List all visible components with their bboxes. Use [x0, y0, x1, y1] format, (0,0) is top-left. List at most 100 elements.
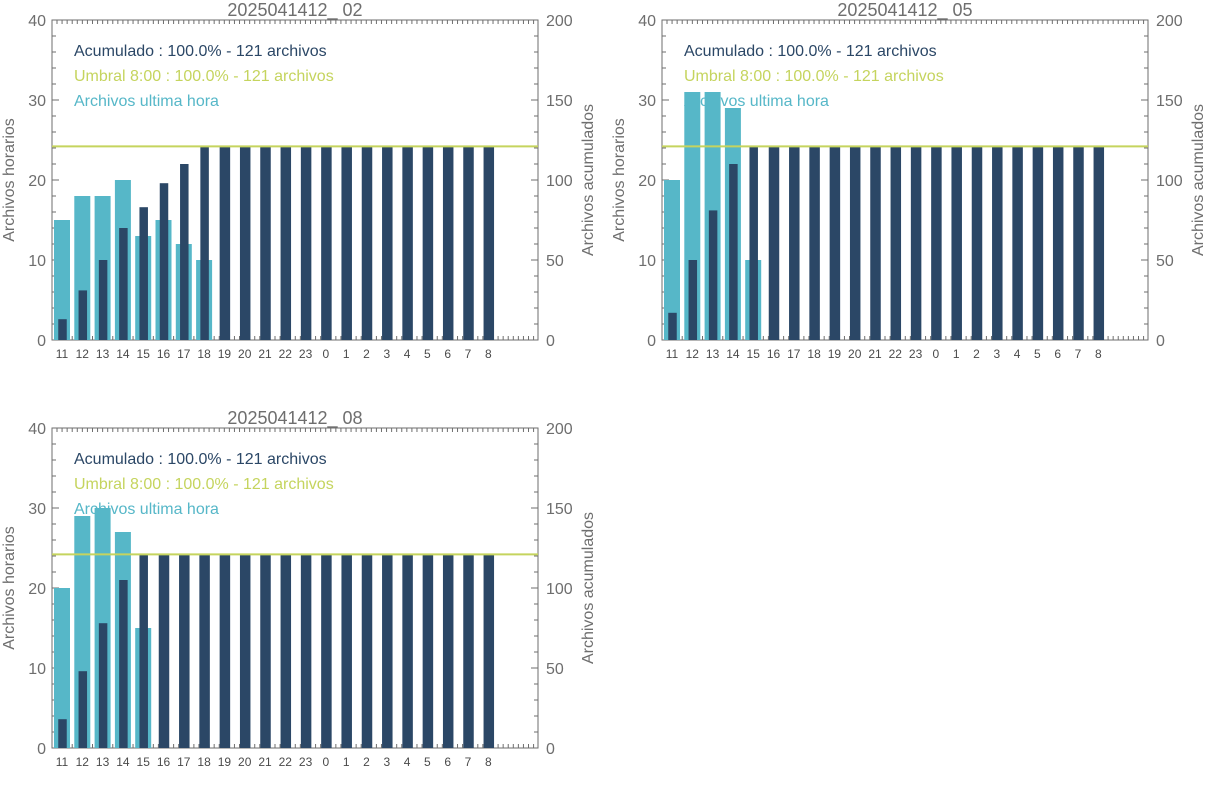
cumulative-bar	[280, 554, 292, 748]
x-tick-label: 8	[485, 755, 492, 769]
cumulative-bar	[463, 554, 474, 748]
cumulative-bar	[463, 146, 474, 340]
x-tick-label: 0	[323, 347, 330, 361]
y2-tick-label: 50	[1156, 253, 1174, 270]
x-tick-label: 22	[279, 755, 293, 769]
cumulative-bar	[971, 146, 983, 340]
x-tick-label: 18	[197, 347, 211, 361]
cumulative-bar	[422, 554, 434, 748]
cumulative-bar	[139, 554, 148, 748]
x-tick-label: 13	[96, 347, 110, 361]
legend-entry: Archivos ultima hora	[74, 501, 219, 518]
cumulative-bar	[341, 554, 352, 748]
legend-entry: Umbral 8:00 : 100.0% - 121 archivos	[74, 68, 334, 85]
cumulative-bar	[402, 554, 413, 748]
x-tick-label: 23	[299, 755, 313, 769]
x-tick-label: 13	[96, 755, 110, 769]
y2-tick-label: 150	[546, 93, 573, 110]
y2-tick-label: 100	[546, 581, 573, 598]
y2-tick-label: 200	[1156, 13, 1183, 30]
x-tick-label: 12	[76, 347, 90, 361]
cumulative-bar	[483, 554, 495, 748]
cumulative-bar	[98, 260, 108, 340]
y-tick-label: 20	[28, 581, 46, 598]
x-tick-label: 19	[218, 755, 232, 769]
cumulative-bar	[729, 164, 738, 340]
y-tick-label: 40	[28, 421, 46, 438]
y2-axis-label: Archivos acumulados	[580, 512, 597, 664]
cumulative-bar	[159, 183, 169, 340]
legend-entry: Archivos ultima hora	[74, 93, 219, 110]
x-tick-label: 14	[116, 755, 130, 769]
cumulative-bar	[219, 146, 231, 340]
y-tick-label: 0	[37, 741, 46, 758]
cumulative-bar	[300, 146, 312, 340]
hourly-bar	[54, 220, 70, 340]
x-tick-label: 7	[1075, 347, 1082, 361]
cumulative-bar	[199, 554, 210, 748]
x-tick-label: 6	[1054, 347, 1061, 361]
x-tick-label: 11	[56, 755, 69, 769]
x-tick-label: 1	[953, 347, 960, 361]
x-tick-label: 15	[137, 347, 151, 361]
x-tick-label: 11	[666, 347, 679, 361]
y2-axis-label: Archivos acumulados	[1190, 104, 1206, 256]
cumulative-bar	[1073, 146, 1084, 340]
cumulative-bar	[321, 554, 332, 748]
y2-tick-label: 200	[546, 421, 573, 438]
y2-tick-label: 200	[546, 13, 573, 30]
x-tick-label: 17	[177, 755, 191, 769]
cumulative-bar	[139, 207, 148, 340]
hourly-bar	[54, 588, 70, 748]
cumulative-bar	[321, 146, 332, 340]
x-tick-label: 5	[424, 755, 431, 769]
cumulative-bar	[749, 146, 758, 340]
x-tick-label: 19	[218, 347, 232, 361]
x-tick-label: 23	[909, 347, 923, 361]
y2-tick-label: 0	[546, 741, 555, 758]
legend-entry: Acumulado : 100.0% - 121 archivos	[74, 43, 327, 60]
x-tick-label: 21	[868, 347, 882, 361]
x-tick-label: 16	[767, 347, 781, 361]
cumulative-bar	[422, 146, 434, 340]
x-tick-label: 8	[1095, 347, 1102, 361]
x-tick-label: 2	[363, 347, 370, 361]
cumulative-bar	[1012, 146, 1023, 340]
chart-panel-2: 2025041412_ 05 0 10 20 30 40 0 50 100 150 200 11 12 1…	[610, 0, 1206, 380]
x-tick-label: 3	[383, 755, 390, 769]
y-tick-label: 20	[638, 173, 656, 190]
legend-entry: Archivos ultima hora	[684, 93, 829, 110]
cumulative-bar	[442, 554, 454, 748]
y2-axis-label: Archivos acumulados	[580, 104, 597, 256]
x-tick-label: 18	[197, 755, 211, 769]
cumulative-bar	[483, 146, 495, 340]
x-tick-label: 7	[465, 347, 472, 361]
cumulative-bar	[768, 146, 780, 340]
x-tick-label: 15	[747, 347, 761, 361]
cumulative-bar	[789, 146, 800, 340]
cumulative-bar	[158, 554, 170, 748]
cumulative-bar	[890, 146, 902, 340]
chart-title: 2025041412_ 02	[227, 0, 362, 21]
x-tick-label: 3	[383, 347, 390, 361]
cumulative-bar	[179, 554, 190, 748]
x-tick-label: 13	[706, 347, 720, 361]
x-tick-label: 20	[238, 755, 252, 769]
y-tick-label: 10	[28, 661, 46, 678]
y2-tick-label: 150	[546, 501, 573, 518]
cumulative-bar	[708, 210, 718, 340]
cumulative-bar	[829, 146, 841, 340]
hourly-bar	[664, 180, 680, 340]
x-tick-label: 0	[323, 755, 330, 769]
x-tick-label: 21	[258, 347, 272, 361]
x-tick-label: 11	[56, 347, 69, 361]
cumulative-bar	[688, 260, 698, 340]
cumulative-bar	[260, 146, 271, 340]
x-tick-label: 8	[485, 347, 492, 361]
chart-title: 2025041412_ 08	[227, 408, 362, 429]
x-tick-label: 2	[973, 347, 980, 361]
x-tick-label: 17	[787, 347, 801, 361]
cumulative-bar	[382, 554, 393, 748]
cumulative-bar	[119, 228, 128, 340]
